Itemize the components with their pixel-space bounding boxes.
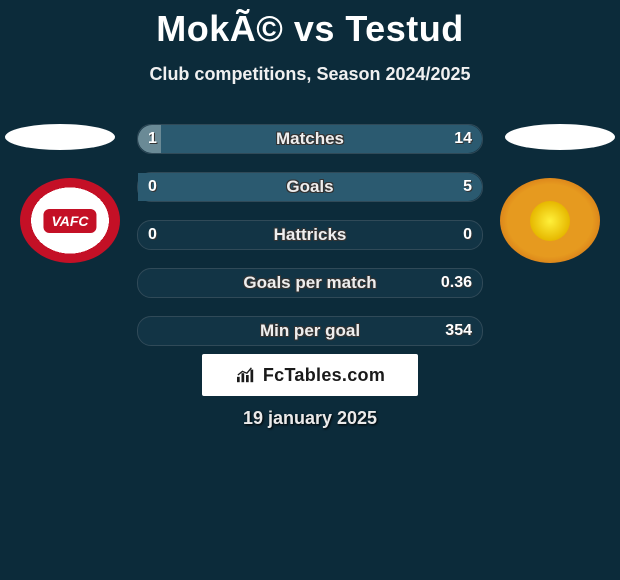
bar-value-right: 14 — [454, 125, 472, 152]
club-logo-left — [20, 178, 120, 263]
stat-bar: 0 0Hattricks — [137, 220, 483, 250]
country-flag-left — [5, 124, 115, 150]
stat-bar: 354Min per goal — [137, 316, 483, 346]
bar-value-left: 0 — [148, 173, 157, 200]
bar-value-right: 5 — [463, 173, 472, 200]
brand-badge: FcTables.com — [202, 354, 418, 396]
club-logo-right — [500, 178, 600, 263]
bar-label: Min per goal — [138, 317, 482, 345]
bar-label: Goals per match — [138, 269, 482, 297]
bar-value-left: 0 — [148, 221, 157, 248]
stat-bar: 1 14Matches — [137, 124, 483, 154]
bar-value-left: 1 — [148, 125, 157, 152]
comparison-card: MokÃ© vs Testud Club competitions, Seaso… — [0, 0, 620, 580]
bar-label: Hattricks — [138, 221, 482, 249]
snapshot-date: 19 january 2025 — [0, 408, 620, 429]
brand-text: FcTables.com — [263, 365, 385, 386]
stat-bar: 0.36Goals per match — [137, 268, 483, 298]
bar-value-right: 354 — [445, 317, 472, 344]
bar-value-right: 0 — [463, 221, 472, 248]
brand-chart-icon — [235, 366, 257, 384]
bar-label: Matches — [138, 125, 482, 153]
bar-value-right: 0.36 — [441, 269, 472, 296]
stat-bars: 114Matches05Goals00Hattricks0.36Goals pe… — [137, 124, 483, 364]
page-title: MokÃ© vs Testud — [0, 0, 620, 50]
page-subtitle: Club competitions, Season 2024/2025 — [0, 64, 620, 85]
stat-bar: 0 5Goals — [137, 172, 483, 202]
country-flag-right — [505, 124, 615, 150]
bar-label: Goals — [138, 173, 482, 201]
